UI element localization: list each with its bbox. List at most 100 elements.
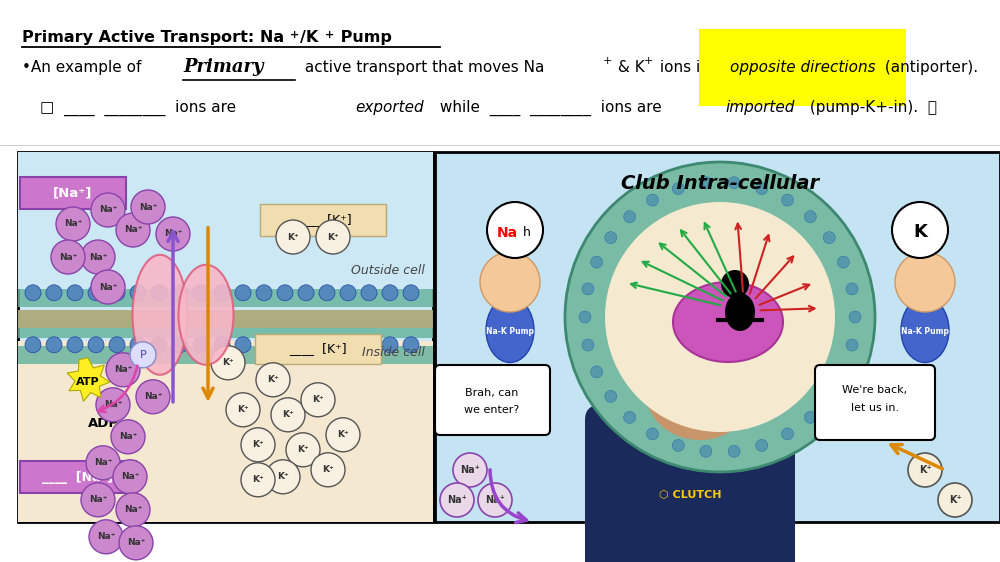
Text: +: + [644,56,653,66]
Circle shape [113,460,147,494]
Circle shape [193,337,209,353]
Circle shape [226,393,260,427]
Circle shape [892,202,948,258]
Circle shape [211,346,245,380]
Circle shape [136,380,170,414]
Text: Na⁺: Na⁺ [59,252,77,261]
Circle shape [823,391,835,402]
Circle shape [86,446,120,480]
Circle shape [846,339,858,351]
Circle shape [804,211,816,223]
Circle shape [582,283,594,295]
Circle shape [88,285,104,301]
Text: ⬡ CLUTCH: ⬡ CLUTCH [659,490,721,500]
Circle shape [81,483,115,517]
Text: [Na⁺]: [Na⁺] [53,187,93,200]
Circle shape [361,337,377,353]
Text: K⁺: K⁺ [277,472,289,481]
Ellipse shape [178,265,234,365]
Polygon shape [67,358,110,401]
Text: Na⁺: Na⁺ [64,220,82,229]
Text: Na⁺: Na⁺ [121,472,139,481]
Circle shape [938,483,972,517]
Circle shape [319,337,335,353]
Circle shape [672,183,684,194]
FancyBboxPatch shape [18,152,433,289]
Text: Club Intra-cellular: Club Intra-cellular [621,174,819,193]
Circle shape [895,252,955,312]
Text: Na⁺: Na⁺ [99,283,117,292]
Circle shape [782,194,794,206]
Text: ADP: ADP [88,417,119,430]
Circle shape [624,211,636,223]
FancyBboxPatch shape [435,152,1000,522]
Circle shape [130,337,146,353]
Circle shape [721,270,749,298]
Circle shape [46,337,62,353]
Circle shape [565,162,875,472]
Circle shape [672,439,684,451]
Circle shape [109,337,125,353]
Circle shape [804,411,816,423]
Circle shape [728,445,740,457]
Text: K⁺: K⁺ [919,465,931,475]
Text: h: h [523,226,531,239]
FancyBboxPatch shape [18,310,433,328]
FancyBboxPatch shape [20,177,126,209]
Circle shape [487,202,543,258]
FancyBboxPatch shape [18,320,433,338]
Circle shape [109,285,125,301]
Text: Na-K Pump: Na-K Pump [901,328,949,337]
Text: Primary: Primary [183,58,264,76]
Text: ____  [K⁺]: ____ [K⁺] [289,342,347,355]
Circle shape [130,285,146,301]
Text: opposite directions: opposite directions [730,60,876,75]
Circle shape [782,428,794,440]
Text: Na⁺: Na⁺ [485,495,505,505]
FancyBboxPatch shape [20,461,136,493]
Circle shape [340,285,356,301]
Circle shape [311,453,345,487]
Text: Na-K Pump: Na-K Pump [486,328,534,337]
Circle shape [756,183,768,194]
FancyBboxPatch shape [260,204,386,236]
Text: & K: & K [613,60,645,75]
Text: Na⁺: Na⁺ [139,202,157,211]
Ellipse shape [132,255,188,375]
Text: Na⁺: Na⁺ [144,392,162,401]
Circle shape [193,285,209,301]
Text: Brah, can: Brah, can [465,388,519,398]
Text: K⁺: K⁺ [282,410,294,419]
Circle shape [382,337,398,353]
Circle shape [91,193,125,227]
Text: Na⁺: Na⁺ [97,532,115,541]
Text: K⁺: K⁺ [327,233,339,242]
Ellipse shape [673,282,783,362]
Circle shape [591,256,603,268]
Text: K: K [913,223,927,241]
Circle shape [605,391,617,402]
Circle shape [756,439,768,451]
Text: +: + [603,56,612,66]
Text: Na⁺: Na⁺ [94,458,112,467]
Text: ____  [Na⁺]: ____ [Na⁺] [42,470,114,483]
Circle shape [51,240,85,274]
Text: Na⁺: Na⁺ [164,229,182,238]
Circle shape [116,493,150,527]
Circle shape [298,285,314,301]
Text: while  ____  ________  ions are: while ____ ________ ions are [435,100,667,116]
Text: K⁺: K⁺ [252,440,264,449]
Circle shape [116,213,150,247]
Text: Na⁺: Na⁺ [124,225,142,234]
Text: K⁺: K⁺ [267,375,279,384]
Text: K⁺: K⁺ [322,465,334,474]
Circle shape [25,285,41,301]
Circle shape [340,337,356,353]
Text: □  ____  ________  ions are: □ ____ ________ ions are [40,100,241,116]
Circle shape [235,285,251,301]
Text: Na⁺: Na⁺ [104,400,122,409]
Text: Na⁺: Na⁺ [127,538,145,547]
Text: /K: /K [300,30,318,45]
Circle shape [111,420,145,454]
Text: let us in.: let us in. [851,403,899,413]
